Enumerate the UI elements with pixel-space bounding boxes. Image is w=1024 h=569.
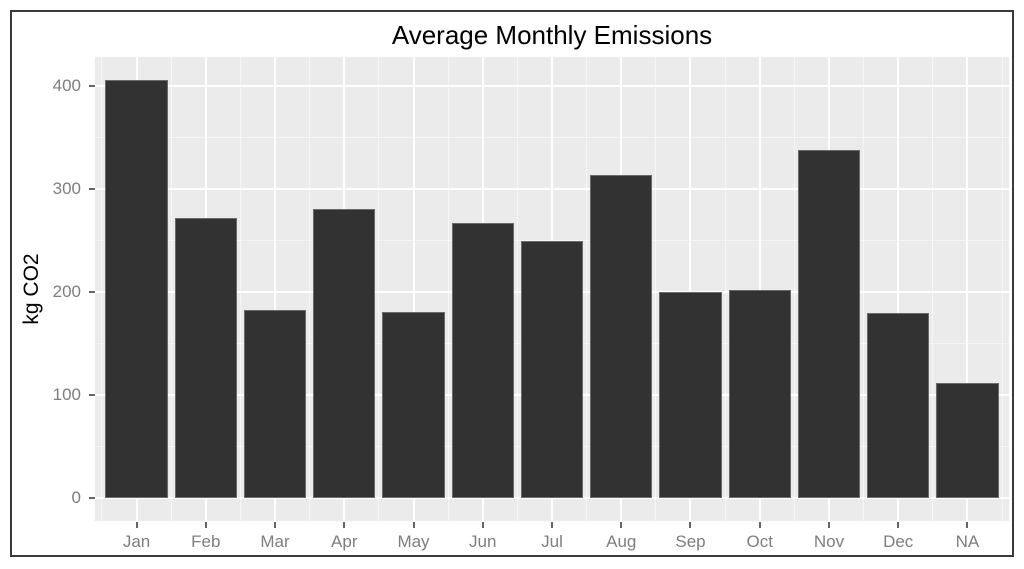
y-tick-200 bbox=[89, 291, 95, 294]
x-tick-sep bbox=[689, 522, 692, 528]
x-tick-may bbox=[412, 522, 415, 528]
y-tick-400 bbox=[89, 84, 95, 87]
plot-panel bbox=[95, 57, 1009, 521]
bar-sep bbox=[659, 292, 722, 499]
x-minor-gridline-2 bbox=[239, 57, 241, 521]
x-tick-apr bbox=[343, 522, 346, 528]
x-gridline-may bbox=[412, 57, 415, 521]
y-tick-label-0: 0 bbox=[71, 488, 81, 508]
plot-frame: Average Monthly Emissions kg CO2 0 100 200… bbox=[10, 10, 1014, 557]
x-gridline-oct bbox=[758, 57, 761, 521]
y-tick-label-400: 400 bbox=[52, 75, 81, 95]
x-tick-jul bbox=[551, 522, 553, 528]
chart-title: Average Monthly Emissions bbox=[391, 20, 713, 50]
x-tick-label-may: May bbox=[397, 532, 430, 551]
x-minor-gridline-1 bbox=[170, 57, 172, 521]
x-tick-nov bbox=[827, 522, 830, 528]
x-minor-gridline-7 bbox=[586, 57, 588, 521]
bar-feb bbox=[174, 217, 237, 499]
x-minor-gridline-3 bbox=[309, 57, 311, 521]
x-tick-label-aug: Aug bbox=[606, 532, 637, 551]
x-tick-label-jul: Jul bbox=[541, 532, 563, 551]
x-minor-gridline-0 bbox=[101, 57, 103, 521]
x-tick-label-dec: Dec bbox=[883, 532, 914, 551]
x-minor-gridline-6 bbox=[516, 57, 518, 521]
x-minor-gridline-11 bbox=[863, 57, 865, 521]
y-tick-label-100: 100 bbox=[52, 385, 81, 405]
x-tick-dec bbox=[897, 522, 900, 528]
x-minor-gridline-5 bbox=[447, 57, 449, 521]
y-tick-300 bbox=[89, 187, 95, 190]
bar-aug bbox=[590, 174, 653, 499]
x-tick-feb bbox=[204, 522, 207, 528]
x-gridline-sep bbox=[689, 57, 692, 521]
bar-jun bbox=[451, 223, 514, 499]
bar-mar bbox=[243, 309, 307, 499]
x-tick-label-jan: Jan bbox=[122, 532, 151, 551]
bar-oct bbox=[728, 290, 791, 499]
y-tick-label-200: 200 bbox=[52, 282, 81, 302]
y-tick-label-300: 300 bbox=[52, 178, 81, 198]
x-tick-na bbox=[966, 522, 969, 528]
x-tick-label-nov: Nov bbox=[813, 532, 845, 551]
x-gridline-na bbox=[966, 57, 969, 521]
x-tick-label-jun: Jun bbox=[469, 532, 497, 551]
x-tick-oct bbox=[758, 522, 761, 528]
x-tick-jan bbox=[135, 522, 138, 528]
x-minor-gridline-4 bbox=[378, 57, 380, 521]
bar-jul bbox=[520, 240, 584, 499]
x-minor-gridline-9 bbox=[724, 57, 726, 521]
bar-apr bbox=[313, 208, 376, 499]
bar-may bbox=[382, 311, 445, 499]
x-tick-label-na: NA bbox=[955, 532, 980, 551]
x-tick-label-sep: Sep bbox=[675, 532, 706, 551]
x-minor-gridline-8 bbox=[655, 57, 657, 521]
x-tick-label-oct: Oct bbox=[746, 532, 773, 551]
y-tick-100 bbox=[89, 394, 95, 397]
bar-na bbox=[936, 382, 999, 499]
x-tick-label-apr: Apr bbox=[331, 532, 358, 551]
bar-nov bbox=[797, 149, 861, 499]
x-minor-gridline-10 bbox=[793, 57, 795, 521]
x-tick-jun bbox=[481, 522, 484, 528]
x-tick-aug bbox=[620, 522, 623, 528]
x-gridline-dec bbox=[897, 57, 900, 521]
bar-dec bbox=[867, 312, 930, 499]
x-tick-label-feb: Feb bbox=[191, 532, 221, 551]
x-tick-label-mar: Mar bbox=[260, 532, 290, 551]
y-tick-0 bbox=[89, 497, 95, 500]
x-minor-gridline-13 bbox=[1001, 57, 1003, 521]
x-tick-mar bbox=[274, 522, 277, 528]
x-minor-gridline-12 bbox=[932, 57, 934, 521]
x-gridline-mar bbox=[274, 57, 277, 521]
bar-jan bbox=[105, 79, 168, 499]
